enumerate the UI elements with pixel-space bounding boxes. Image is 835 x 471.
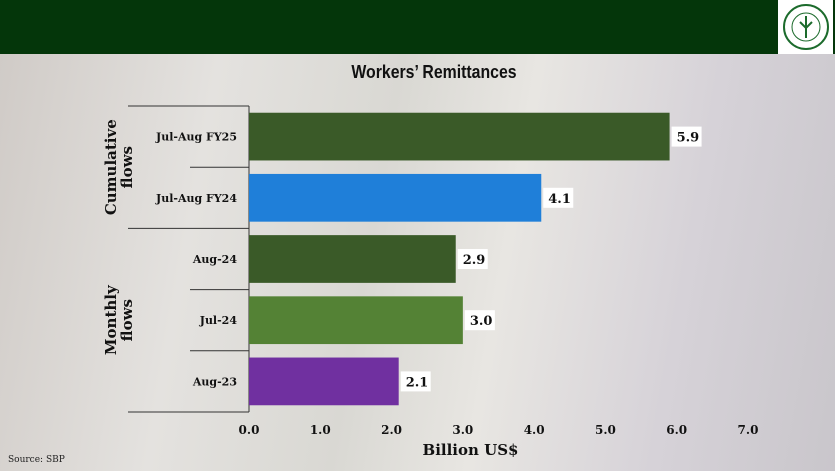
chart-title: Workers’ Remittances: [351, 62, 517, 82]
data-label-bg: [457, 249, 488, 269]
data-label: 3.0: [470, 314, 493, 329]
x-tick-label: 7.0: [738, 423, 759, 437]
x-tick-label: 2.0: [381, 423, 402, 437]
x-tick-label: 1.0: [310, 423, 331, 437]
x-tick-label: 5.0: [595, 423, 616, 437]
data-label-bg: [543, 187, 574, 208]
category-label: Jul-Aug FY25: [155, 131, 237, 144]
data-label: 4.1: [548, 192, 571, 207]
sbp-logo: [778, 0, 833, 54]
category-label: Jul-24: [199, 314, 238, 327]
bar: [249, 296, 463, 345]
x-tick-label: 6.0: [666, 423, 687, 437]
category-label: Aug-24: [192, 253, 237, 266]
category-label: Aug-23: [192, 375, 237, 388]
bar: [249, 357, 399, 406]
category-label: Jul-Aug FY24: [155, 192, 237, 205]
data-label: 5.9: [677, 131, 700, 146]
x-axis-label: Billion US$: [423, 441, 519, 459]
data-label-bg: [400, 371, 431, 392]
data-label: 2.9: [463, 253, 486, 268]
source-note: Source: SBP: [8, 455, 65, 465]
bar: [249, 112, 670, 161]
data-label: 2.1: [406, 375, 429, 390]
bar: [249, 173, 542, 222]
x-tick-label: 4.0: [524, 423, 545, 437]
group-label: Monthlyflows: [102, 284, 136, 355]
data-label-bg: [464, 310, 495, 331]
header-bar: [0, 0, 835, 54]
data-label-bg: [671, 126, 702, 147]
bar: [249, 235, 456, 283]
x-tick-label: 3.0: [452, 423, 473, 437]
x-tick-label: 0.0: [239, 423, 260, 437]
group-label: Cumulativeflows: [102, 119, 136, 215]
